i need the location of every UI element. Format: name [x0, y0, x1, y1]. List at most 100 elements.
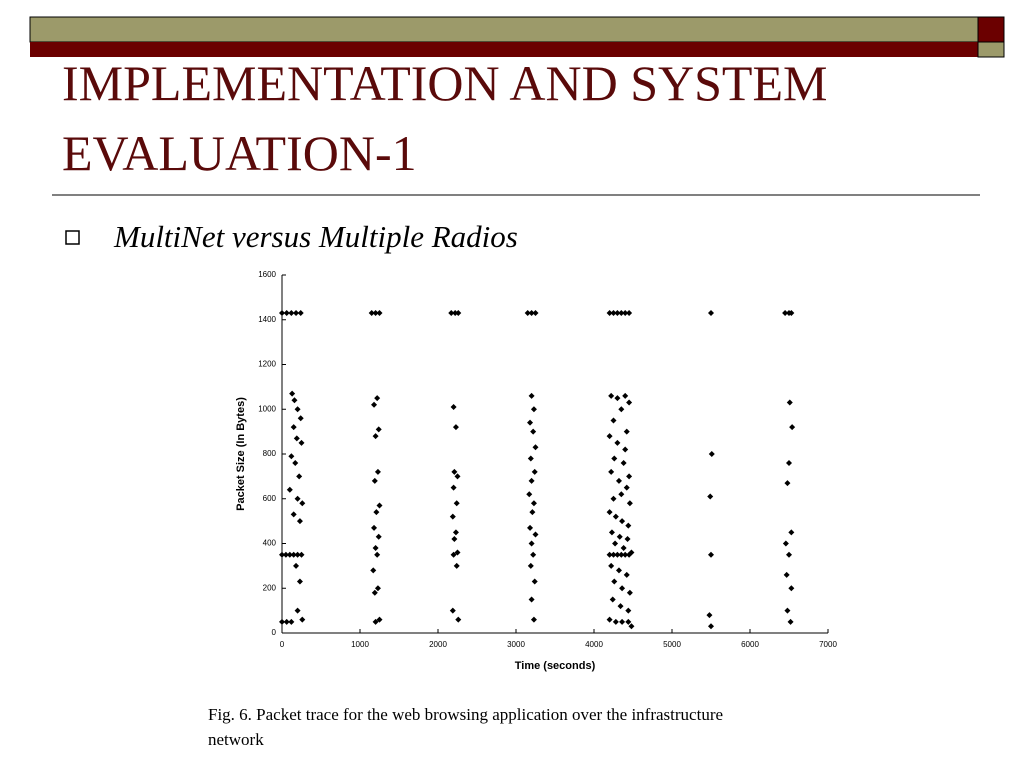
y-tick-label: 1400 [258, 315, 276, 324]
data-point [784, 480, 791, 487]
data-point [299, 616, 306, 623]
data-point [296, 518, 303, 525]
data-point [622, 551, 629, 558]
data-point [532, 310, 539, 317]
data-point [296, 473, 303, 480]
bullet-marker [65, 230, 80, 245]
data-point [286, 551, 293, 558]
data-point [789, 424, 796, 431]
data-point [529, 509, 536, 516]
data-point [290, 551, 297, 558]
data-point [782, 540, 789, 547]
data-point [296, 578, 303, 585]
slide-title: IMPLEMENTATION AND SYSTEM [62, 55, 827, 111]
data-point [610, 495, 617, 502]
data-point [291, 397, 298, 404]
data-point [608, 392, 615, 399]
data-point [290, 424, 297, 431]
data-point [618, 406, 625, 413]
data-point [282, 551, 289, 558]
data-point [297, 415, 304, 422]
y-tick-label: 600 [263, 494, 277, 503]
data-point [451, 468, 458, 475]
data-point [626, 310, 633, 317]
data-point [372, 310, 379, 317]
data-point [617, 603, 624, 610]
data-point [706, 612, 713, 619]
data-point [611, 578, 618, 585]
data-point [451, 536, 458, 543]
data-point [298, 439, 305, 446]
data-point [376, 310, 383, 317]
data-point [623, 484, 630, 491]
data-point [452, 424, 459, 431]
top-band [29, 16, 979, 43]
data-point [531, 468, 538, 475]
data-point [622, 446, 629, 453]
data-point [288, 310, 295, 317]
data-point [606, 616, 613, 623]
data-point [371, 401, 378, 408]
data-point [293, 435, 300, 442]
data-point [615, 567, 622, 574]
x-tick-label: 6000 [741, 640, 759, 649]
data-point [623, 428, 630, 435]
data-point [610, 417, 617, 424]
x-tick-label: 0 [280, 640, 285, 649]
data-point [293, 562, 300, 569]
data-point [527, 562, 534, 569]
data-point [622, 392, 629, 399]
data-point [610, 551, 617, 558]
data-point [374, 585, 381, 592]
data-point [608, 562, 615, 569]
data-point [455, 616, 462, 623]
y-axis-label: Packet Size (In Bytes) [235, 397, 247, 511]
data-point [606, 551, 613, 558]
data-point [527, 419, 534, 426]
data-point [610, 310, 617, 317]
data-point [707, 493, 714, 500]
caption: Fig. 6. Packet trace for the web browsin… [208, 705, 723, 724]
data-point [530, 500, 537, 507]
data-point [528, 596, 535, 603]
data-point [532, 531, 539, 538]
data-point [625, 618, 632, 625]
data-point [453, 500, 460, 507]
data-point [626, 473, 633, 480]
data-point [611, 455, 618, 462]
data-point [612, 618, 619, 625]
data-point [624, 536, 631, 543]
data-point [530, 428, 537, 435]
data-point [530, 406, 537, 413]
x-tick-label: 1000 [351, 640, 369, 649]
data-point [614, 439, 621, 446]
slide-title: EVALUATION-1 [62, 125, 417, 181]
data-point [294, 551, 301, 558]
y-tick-label: 1600 [258, 270, 276, 279]
x-tick-label: 7000 [819, 640, 837, 649]
data-point [294, 406, 301, 413]
data-point [606, 433, 613, 440]
data-point [528, 392, 535, 399]
data-point [626, 589, 633, 596]
data-point [783, 571, 790, 578]
data-point [618, 310, 625, 317]
data-point [620, 459, 627, 466]
data-point [373, 509, 380, 516]
x-tick-label: 2000 [429, 640, 447, 649]
data-point [452, 529, 459, 536]
corner-box [977, 16, 1005, 43]
data-point [279, 618, 285, 625]
data-point [788, 310, 795, 317]
y-tick-label: 400 [263, 539, 277, 548]
data-point [374, 395, 381, 402]
data-point [708, 310, 714, 317]
data-point [371, 477, 378, 484]
x-tick-label: 4000 [585, 640, 603, 649]
data-point [788, 529, 795, 536]
data-point [622, 310, 629, 317]
top-stripe [30, 42, 978, 57]
data-point [453, 562, 460, 569]
data-point [528, 310, 535, 317]
data-point [612, 513, 619, 520]
